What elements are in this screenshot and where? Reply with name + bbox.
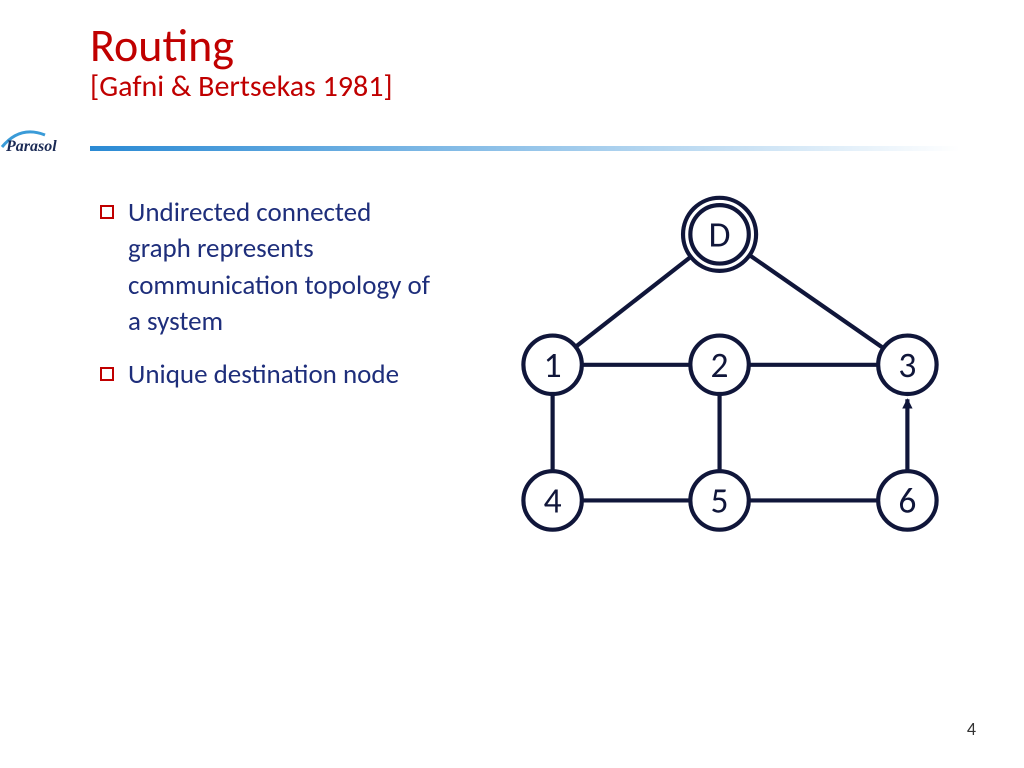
graph-node-label: D (709, 212, 731, 256)
routing-graph: D 1 2 3 4 5 6 (490, 180, 970, 560)
bullet-text: Undirected connected graph represents co… (128, 195, 440, 341)
bullet-list: Undirected connected graph represents co… (100, 195, 440, 409)
graph-node-label: 3 (898, 343, 916, 387)
slide-subtitle: [Gafni & Bertsekas 1981] (90, 68, 393, 105)
graph-edge (576, 252, 697, 346)
graph-node-label: 2 (711, 343, 729, 387)
bullet-item: Unique destination node (100, 357, 440, 393)
page-number: 4 (967, 718, 976, 740)
slide-title: Routing (90, 18, 393, 74)
bullet-marker-icon (100, 367, 114, 381)
graph-node-label: 4 (544, 478, 562, 522)
graph-node-label: 5 (711, 478, 729, 522)
title-block: Routing [Gafni & Bertsekas 1981] (90, 18, 393, 105)
bullet-marker-icon (100, 205, 114, 219)
parasol-logo: Parasol (0, 125, 70, 155)
graph-node-label: 1 (544, 343, 562, 387)
logo-text: Parasol (5, 138, 57, 155)
graph-edge (744, 251, 884, 348)
graph-node-label: 6 (898, 478, 916, 522)
title-divider (90, 146, 960, 151)
bullet-text: Unique destination node (128, 357, 399, 393)
bullet-item: Undirected connected graph represents co… (100, 195, 440, 341)
